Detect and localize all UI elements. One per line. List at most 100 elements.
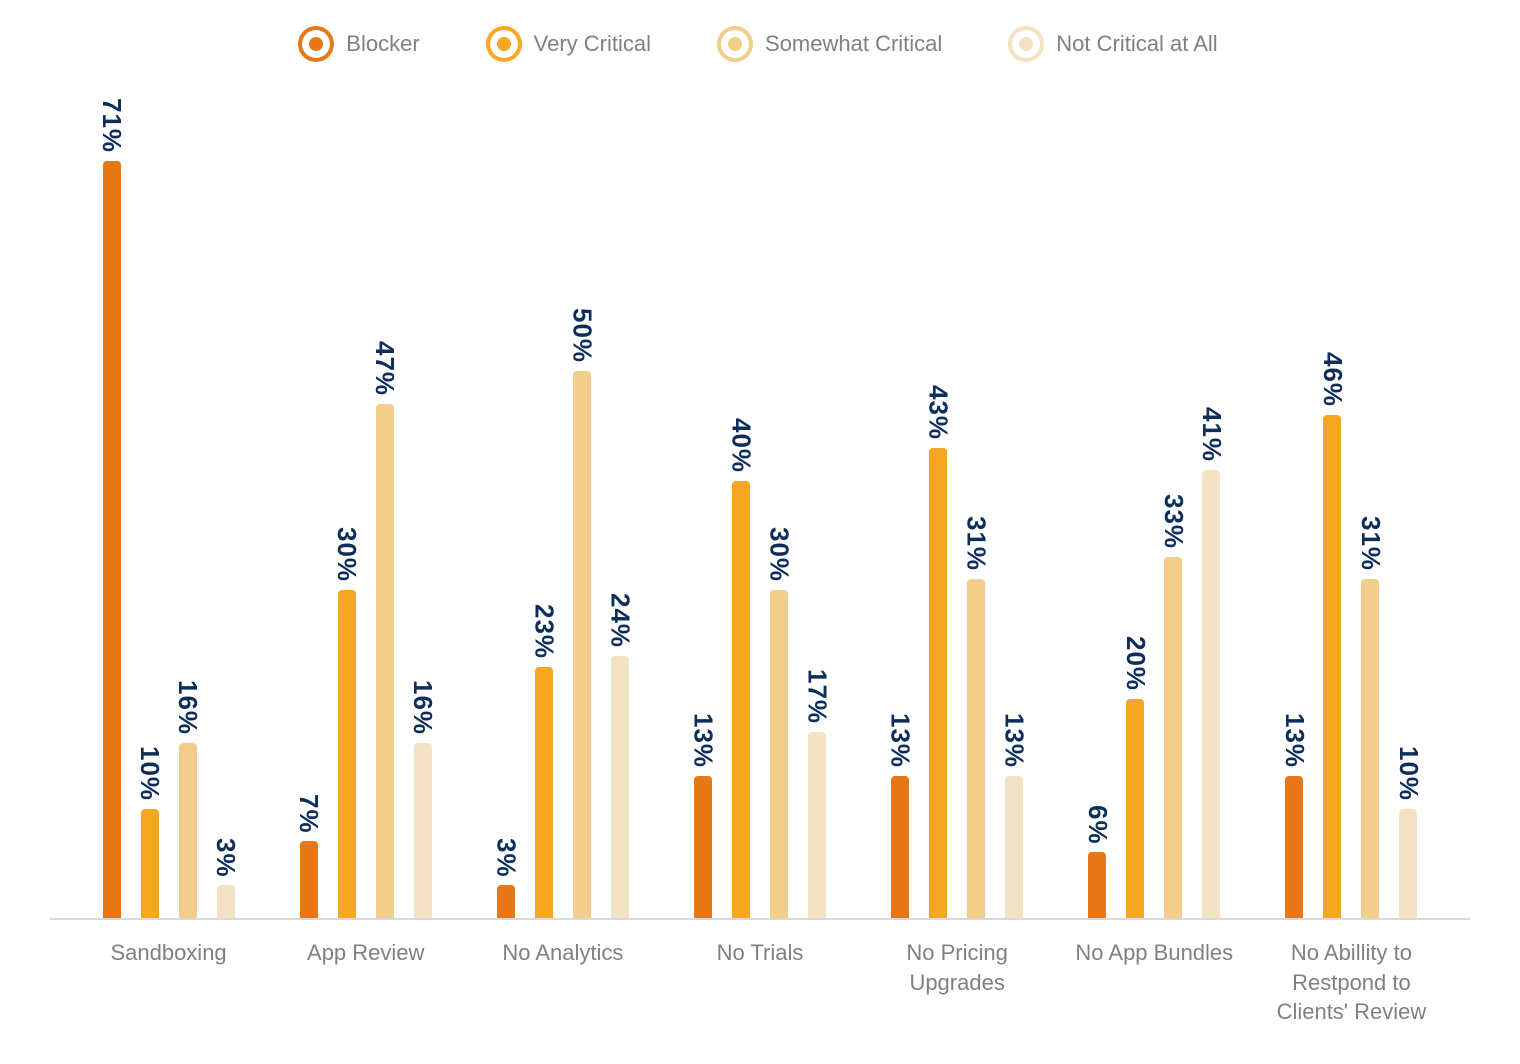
- category-label: No App Bundles: [1056, 938, 1253, 1027]
- bar: [179, 743, 197, 918]
- bar-column: 20%: [1124, 98, 1146, 918]
- bar-value-label: 7%: [293, 794, 324, 834]
- bar-value-label: 13%: [1279, 713, 1310, 768]
- category-label: No Trials: [661, 938, 858, 1027]
- bar: [338, 590, 356, 918]
- bar: [141, 809, 159, 918]
- category-label: App Review: [267, 938, 464, 1027]
- legend-item: Not Critical at All: [1012, 30, 1217, 58]
- legend-item: Very Critical: [490, 30, 651, 58]
- bar-column: 17%: [806, 98, 828, 918]
- bar-column: 16%: [412, 98, 434, 918]
- bar: [732, 481, 750, 918]
- bar: [1005, 776, 1023, 918]
- bars-wrap: 3%23%50%24%: [495, 98, 631, 918]
- bar-value-label: 20%: [1120, 636, 1151, 691]
- bar-value-label: 33%: [1158, 494, 1189, 549]
- bar-column: 31%: [1359, 98, 1381, 918]
- plot-area: 71%10%16%3%7%30%47%16%3%23%50%24%13%40%3…: [60, 98, 1460, 918]
- chart-container: Blocker Very Critical Somewhat Critical Not…: [0, 0, 1520, 1064]
- x-axis-labels: SandboxingApp ReviewNo AnalyticsNo Trial…: [60, 920, 1460, 1027]
- bar-group: 13% 43% 31% 13%: [859, 98, 1056, 918]
- bar: [217, 885, 235, 918]
- bar: [300, 841, 318, 918]
- legend-marker: [721, 30, 749, 58]
- bar-value-label: 43%: [923, 385, 954, 440]
- bar: [103, 161, 121, 918]
- legend-marker: [490, 30, 518, 58]
- legend-item: Somewhat Critical: [721, 30, 942, 58]
- bar-value-label: 40%: [725, 418, 756, 473]
- bar-value-label: 30%: [331, 527, 362, 582]
- category-label: Sandboxing: [70, 938, 267, 1027]
- bar-value-label: 10%: [1393, 746, 1424, 801]
- bar: [808, 732, 826, 918]
- bar-group: 3%23%50%24%: [464, 98, 661, 918]
- bars-wrap: 6% 20% 33% 41%: [1086, 98, 1222, 918]
- bar: [1399, 809, 1417, 918]
- bar-value-label: 71%: [96, 98, 127, 153]
- bar-value-label: 16%: [172, 680, 203, 735]
- category-label: No Analytics: [464, 938, 661, 1027]
- bar-column: 71%: [101, 98, 123, 918]
- bar-column: 13%: [1003, 98, 1025, 918]
- bar-value-label: 30%: [763, 527, 794, 582]
- bar: [1323, 415, 1341, 918]
- bar-column: 43%: [927, 98, 949, 918]
- bar-value-label: 31%: [961, 516, 992, 571]
- bar-column: 3%: [215, 98, 237, 918]
- bars-wrap: 13% 46% 31% 10%: [1283, 98, 1419, 918]
- bar-group: 71% 10%16% 3%: [70, 98, 267, 918]
- bar-value-label: 46%: [1317, 352, 1348, 407]
- bar-value-label: 3%: [210, 838, 241, 878]
- legend-label: Not Critical at All: [1056, 31, 1217, 57]
- bar-column: 46%: [1321, 98, 1343, 918]
- bars-wrap: 71% 10%16% 3%: [101, 98, 237, 918]
- bar-column: 13%: [889, 98, 911, 918]
- bar-value-label: 3%: [490, 838, 521, 878]
- bar-column: 24%: [609, 98, 631, 918]
- legend: Blocker Very Critical Somewhat Critical Not…: [40, 20, 1480, 98]
- bar-column: 30%: [768, 98, 790, 918]
- bar-value-label: 6%: [1082, 805, 1113, 845]
- bar-groups: 71%10%16%3%7%30%47%16%3%23%50%24%13%40%3…: [60, 98, 1460, 918]
- bar-value-label: 13%: [885, 713, 916, 768]
- bar: [573, 371, 591, 918]
- bar: [497, 885, 515, 918]
- bar-column: 13%: [1283, 98, 1305, 918]
- bar-column: 13%: [692, 98, 714, 918]
- bar-column: 6%: [1086, 98, 1108, 918]
- bar-group: 13% 40% 30% 17%: [661, 98, 858, 918]
- bar-column: 47%: [374, 98, 396, 918]
- legend-marker: [302, 30, 330, 58]
- bar: [611, 656, 629, 918]
- bar: [535, 667, 553, 918]
- bar-column: 41%: [1200, 98, 1222, 918]
- bars-wrap: 7% 30% 47% 16%: [298, 98, 434, 918]
- bar-group: 7% 30% 47% 16%: [267, 98, 464, 918]
- bar-value-label: 41%: [1196, 407, 1227, 462]
- bar: [1361, 579, 1379, 918]
- bar-column: 7%: [298, 98, 320, 918]
- bar-value-label: 24%: [604, 593, 635, 648]
- bars-wrap: 13% 43% 31% 13%: [889, 98, 1025, 918]
- bar-value-label: 16%: [407, 680, 438, 735]
- bar: [1126, 699, 1144, 918]
- bar: [1088, 852, 1106, 918]
- category-label: No Abillity to Restpond to Clients' Revi…: [1253, 938, 1450, 1027]
- bar-column: 30%: [336, 98, 358, 918]
- bar: [770, 590, 788, 918]
- bar-column: 40%: [730, 98, 752, 918]
- bar-value-label: 10%: [134, 746, 165, 801]
- bar-column: 10%: [1397, 98, 1419, 918]
- bar-value-label: 13%: [999, 713, 1030, 768]
- bar: [376, 404, 394, 918]
- bar: [694, 776, 712, 918]
- bar-column: 33%: [1162, 98, 1184, 918]
- bar-column: 50%: [571, 98, 593, 918]
- bar-column: 3%: [495, 98, 517, 918]
- bar-value-label: 17%: [801, 669, 832, 724]
- bar: [929, 448, 947, 918]
- legend-label: Blocker: [346, 31, 419, 57]
- bar: [891, 776, 909, 918]
